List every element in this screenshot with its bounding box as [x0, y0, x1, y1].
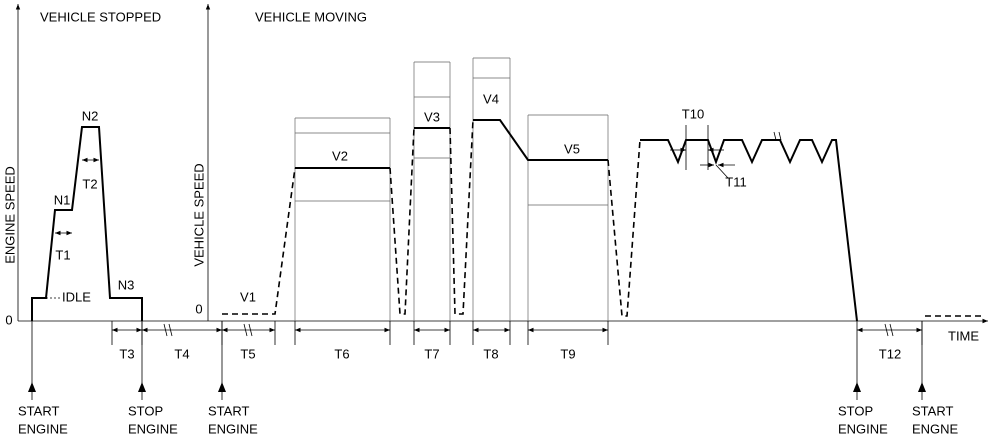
- events-4-line2: ENGNE: [912, 421, 959, 436]
- events-1-line2: ENGINE: [128, 421, 178, 436]
- intervals-0: T1: [55, 247, 70, 262]
- drawing-polyline: [607, 139, 641, 317]
- drawing-path: [472, 57, 511, 321]
- intervals-8: T9: [560, 346, 575, 361]
- levels-n1: N1: [54, 192, 71, 207]
- intervals-2: T3: [119, 346, 134, 361]
- drawing-line: [715, 164, 729, 179]
- axes-vehicle-zero: 0: [195, 301, 202, 316]
- events-0-line1: START: [18, 403, 59, 418]
- intervals-6: T7: [424, 346, 439, 361]
- levels-n3: N3: [118, 277, 135, 292]
- drawing-path: [163, 323, 173, 337]
- events-3-line2: ENGINE: [838, 421, 888, 436]
- events-3-line1: STOP: [838, 403, 873, 418]
- drawing-path: [773, 131, 782, 141]
- drawing-path: [28, 382, 926, 392]
- axes-time: TIME: [948, 328, 979, 343]
- axes-engine-zero: 0: [5, 312, 12, 327]
- events-0-line2: ENGINE: [18, 421, 68, 436]
- drawing-path: [243, 323, 253, 337]
- events-2-line1: START: [208, 403, 249, 418]
- axes-vehicle-speed: VEHICLE SPEED: [191, 163, 206, 266]
- intervals-4: T5: [240, 346, 255, 361]
- intervals-5: T6: [334, 346, 349, 361]
- events-1-line1: STOP: [128, 403, 163, 418]
- intervals-1: T2: [82, 176, 97, 191]
- levels-v5: V5: [564, 141, 580, 156]
- drawing-path: [294, 117, 391, 321]
- drawing-path: [527, 114, 609, 321]
- drawing-polyline: [389, 127, 415, 315]
- drawing-path: [413, 61, 451, 321]
- drawing-path: [111, 321, 923, 345]
- intervals-11: T12: [879, 346, 901, 361]
- drawing-polyline: [449, 119, 474, 315]
- intervals-10: T11: [725, 174, 746, 189]
- drawing-polyline: [222, 167, 296, 315]
- levels-v2: V2: [332, 148, 348, 163]
- levels-v3: V3: [424, 109, 440, 124]
- drawing-polyline: [640, 139, 858, 322]
- events-4-line1: START: [912, 403, 953, 418]
- drawing-polyline: [473, 119, 608, 161]
- intervals-7: T8: [483, 346, 498, 361]
- levels-n2: N2: [82, 108, 99, 123]
- axes-engine-speed: ENGINE SPEED: [2, 166, 17, 264]
- levels-v1: V1: [240, 289, 256, 304]
- levels-idle: IDLE: [62, 289, 91, 304]
- drawing-path: [884, 323, 894, 337]
- drawing-path: [31, 321, 923, 400]
- drawing-polyline: [31, 126, 143, 321]
- sections-stopped: VEHICLE STOPPED: [40, 9, 161, 24]
- intervals-9: T10: [682, 106, 704, 121]
- events-2-line2: ENGINE: [208, 421, 258, 436]
- levels-v4: V4: [483, 91, 499, 106]
- sections-moving: VEHICLE MOVING: [255, 9, 367, 24]
- drawing-path: [685, 125, 709, 170]
- intervals-3: T4: [174, 346, 189, 361]
